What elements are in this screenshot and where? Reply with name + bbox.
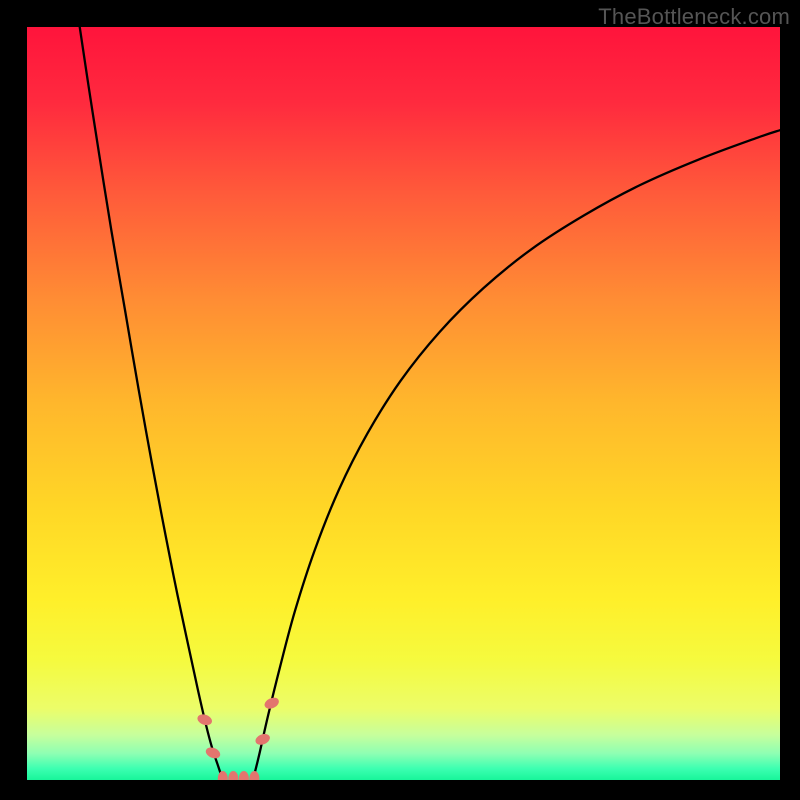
chart-frame: TheBottleneck.com — [0, 0, 800, 800]
bottleneck-chart — [27, 27, 780, 780]
plot-background — [27, 27, 780, 780]
watermark-text: TheBottleneck.com — [598, 4, 790, 30]
